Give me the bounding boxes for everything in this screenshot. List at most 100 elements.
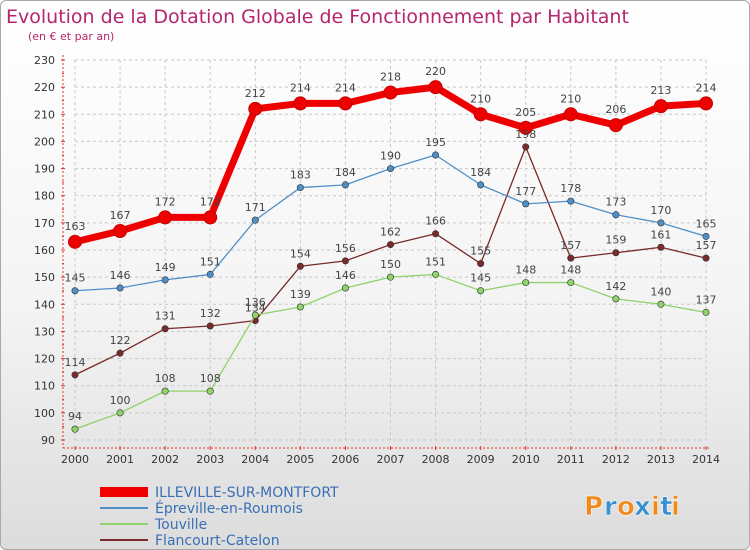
x-tick-label: 2006 — [331, 453, 359, 466]
series-point-3 — [161, 325, 169, 333]
data-label: 140 — [650, 285, 671, 298]
series-point-3 — [386, 241, 394, 249]
data-label: 114 — [65, 356, 86, 369]
legend-label: ILLEVILLE-SUR-MONTFORT — [155, 485, 339, 501]
series-point-3 — [341, 257, 349, 265]
data-label: 94 — [68, 410, 82, 423]
data-label: 148 — [515, 264, 536, 277]
series-point-3 — [296, 262, 304, 270]
data-label: 195 — [425, 136, 446, 149]
series-point-1 — [116, 284, 124, 292]
axes — [61, 55, 711, 450]
y-tick-label: 190 — [34, 163, 55, 176]
data-label: 136 — [245, 296, 266, 309]
series-point-0 — [68, 234, 82, 249]
series-point-0 — [293, 96, 308, 111]
series-point-2 — [657, 300, 665, 308]
x-tick-label: 2012 — [602, 453, 630, 466]
data-label: 210 — [470, 92, 491, 105]
data-label: 155 — [470, 245, 491, 258]
series-point-2 — [296, 303, 304, 311]
series-point-0 — [428, 80, 443, 95]
data-label: 198 — [515, 128, 536, 141]
data-label: 146 — [335, 269, 356, 282]
y-tick-label: 120 — [34, 353, 55, 366]
series-point-1 — [522, 200, 530, 208]
data-label: 151 — [200, 255, 221, 268]
data-label: 146 — [110, 269, 131, 282]
data-label: 178 — [560, 182, 581, 195]
y-tick-label: 210 — [34, 108, 55, 121]
data-label: 137 — [696, 293, 717, 306]
x-tick-labels: 2000 2001 2002 2003 2004 2005 2006 2007 2008 2009… — [61, 453, 720, 466]
series-point-0 — [608, 118, 623, 133]
data-label: 108 — [155, 372, 176, 385]
logo-letter: r — [604, 492, 617, 522]
x-tick-label: 2014 — [692, 453, 720, 466]
series-point-2 — [612, 295, 620, 303]
series-point-1 — [71, 287, 79, 295]
series-point-0 — [518, 120, 533, 135]
y-tick-labels: 90 100 110 120 130 140 150 160 170 180 190 200 210 22… — [34, 54, 55, 447]
series-group — [68, 80, 713, 433]
data-label: 145 — [65, 272, 86, 285]
x-tick-label: 2000 — [61, 453, 89, 466]
series-point-1 — [341, 181, 349, 189]
x-tick-label: 2002 — [151, 453, 179, 466]
data-label: 108 — [200, 372, 221, 385]
x-tick-label: 2011 — [557, 453, 585, 466]
data-label: 148 — [560, 264, 581, 277]
data-label: 183 — [290, 169, 311, 182]
series-point-3 — [702, 254, 710, 262]
data-label: 173 — [605, 196, 626, 209]
series-point-0 — [158, 210, 173, 225]
data-label: 154 — [290, 247, 311, 260]
data-label: 212 — [245, 87, 266, 100]
x-tick-label: 2013 — [647, 453, 675, 466]
data-label: 167 — [110, 209, 131, 222]
series-point-1 — [386, 165, 394, 173]
series-point-3 — [432, 230, 440, 238]
data-label: 162 — [380, 226, 401, 239]
series-point-2 — [116, 409, 124, 417]
data-label: 161 — [650, 228, 671, 241]
chart-title: Evolution de la Dotation Globale de Fonc… — [6, 6, 629, 28]
legend-label: Épreville-en-Roumois — [155, 500, 303, 517]
data-label: 157 — [696, 239, 717, 252]
data-labels: 163 167 172 172 212 214 214 218 220 210 205 210 206 2… — [65, 65, 717, 423]
y-tick-label: 160 — [34, 244, 55, 257]
series-point-0 — [473, 107, 488, 122]
y-tick-label: 130 — [34, 325, 55, 338]
data-label: 134 — [245, 302, 266, 315]
y-tick-label: 90 — [41, 434, 55, 447]
series-point-1 — [702, 232, 710, 240]
logo-letter: o — [617, 492, 635, 522]
x-tick-label: 2008 — [422, 453, 450, 466]
y-tick-label: 100 — [34, 407, 55, 420]
series-point-1 — [251, 216, 259, 224]
series-point-1 — [612, 211, 620, 219]
data-label: 214 — [696, 81, 717, 94]
data-label: 214 — [335, 81, 356, 94]
y-tick-label: 170 — [34, 217, 55, 230]
series-line-2 — [74, 273, 707, 430]
x-tick-label: 2005 — [286, 453, 314, 466]
series-point-0 — [248, 101, 263, 116]
data-label: 184 — [470, 166, 491, 179]
series-point-3 — [657, 243, 665, 251]
series-point-2 — [477, 287, 485, 295]
y-tick-label: 180 — [34, 190, 55, 203]
logo-letter: i — [671, 492, 680, 522]
data-label: 172 — [155, 195, 176, 208]
data-label: 151 — [425, 255, 446, 268]
data-label: 159 — [605, 234, 626, 247]
series-point-3 — [567, 254, 575, 262]
data-label: 156 — [335, 242, 356, 255]
logo-letter: i — [651, 492, 660, 522]
y-tick-label: 140 — [34, 298, 55, 311]
data-label: 150 — [380, 258, 401, 271]
series-point-0 — [338, 96, 353, 111]
data-label: 145 — [470, 272, 491, 285]
